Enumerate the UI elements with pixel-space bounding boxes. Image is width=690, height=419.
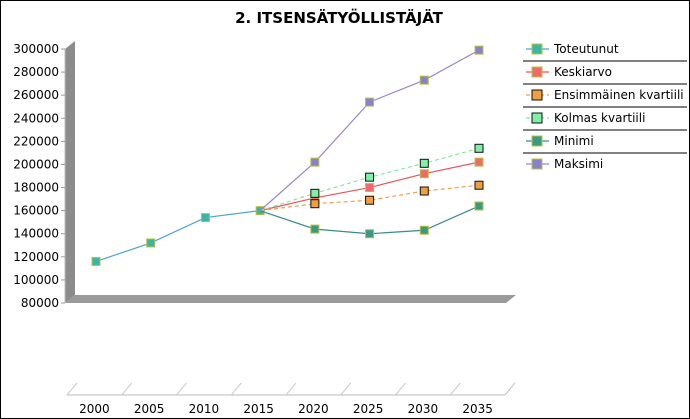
legend-marker [531, 112, 543, 124]
series-2 [260, 180, 484, 212]
data-point [146, 238, 156, 248]
y-tick-label: 100000 [13, 273, 59, 287]
series-1 [260, 157, 484, 212]
x-tick-mark [66, 382, 78, 396]
data-point [419, 158, 429, 168]
data-point [474, 45, 484, 55]
data-point [419, 225, 429, 235]
plot-3d-walls [64, 41, 516, 303]
x-tick-mark [285, 382, 297, 396]
data-point [419, 75, 429, 85]
series-4 [259, 201, 484, 239]
floor-wall [65, 295, 516, 303]
legend-label: Maksimi [554, 157, 603, 171]
y-tick-label: 180000 [13, 181, 59, 195]
series-line [95, 210, 261, 263]
data-point [419, 169, 429, 179]
legend-marker [531, 158, 543, 170]
legend-marker [531, 43, 543, 55]
y-tick-label: 140000 [13, 227, 59, 241]
legend-label: Kolmas kvartiili [554, 111, 645, 125]
x-tick-mark [230, 382, 242, 396]
data-point [365, 229, 375, 239]
y-tick-label: 220000 [13, 134, 59, 148]
x-tick-mark [395, 382, 406, 396]
data-point [310, 224, 320, 234]
x-tick-label: 2005 [134, 402, 165, 416]
x-axis: 2000 2005 2010 2015 2020 2025 2030 2035 [66, 382, 516, 416]
data-point [474, 201, 484, 211]
x-tick-label: 2015 [243, 402, 274, 416]
data-point [310, 188, 320, 198]
left-wall [65, 41, 75, 303]
x-tick-label: 2010 [189, 402, 220, 416]
x-tick-mark [504, 382, 516, 396]
x-tick-mark [449, 382, 461, 396]
series-layer [91, 45, 484, 266]
y-tick-label: 120000 [13, 250, 59, 264]
data-point [365, 195, 375, 205]
x-tick-label: 2030 [408, 402, 439, 416]
series-0 [91, 206, 265, 266]
y-tick-label: 160000 [13, 204, 59, 218]
data-point [365, 172, 375, 182]
legend: Toteutunut Keskiarvo Ensimmäinen kvartiili… [523, 42, 687, 171]
x-tick-label: 2000 [79, 402, 110, 416]
data-point [310, 157, 320, 167]
series-line [260, 184, 480, 212]
legend-marker [531, 66, 543, 78]
y-tick-label: 300000 [13, 42, 59, 56]
data-point [91, 256, 101, 266]
x-tick-label: 2035 [462, 402, 493, 416]
data-point [474, 180, 484, 190]
legend-label: Ensimmäinen kvartiili [554, 88, 684, 102]
chart-title: 2. ITSENSÄTYÖLLISTÄJÄT [235, 8, 444, 27]
legend-label: Minimi [554, 134, 594, 148]
x-tick-label: 2020 [298, 402, 329, 416]
data-point [200, 213, 210, 223]
x-tick-label: 2025 [353, 402, 384, 416]
data-point [474, 157, 484, 167]
data-point [310, 199, 320, 209]
y-tick-label: 200000 [13, 157, 59, 171]
legend-label: Toteutunut [553, 42, 619, 56]
y-tick-label: 260000 [13, 88, 59, 102]
y-axis: 80000 100000 120000 140000 160000 180000 20000… [13, 42, 65, 310]
x-tick-mark [176, 382, 187, 396]
y-tick-label: 240000 [13, 111, 59, 125]
data-point [474, 143, 484, 153]
series-5 [259, 45, 484, 212]
data-point [365, 183, 375, 193]
x-tick-mark [340, 382, 352, 396]
series-3 [259, 143, 484, 212]
y-tick-label: 80000 [21, 296, 59, 310]
data-point [365, 97, 375, 107]
y-tick-label: 280000 [13, 65, 59, 79]
legend-marker [531, 135, 543, 147]
x-tick-mark [121, 382, 133, 396]
data-point [419, 186, 429, 196]
legend-label: Keskiarvo [554, 65, 612, 79]
legend-marker [531, 89, 543, 101]
